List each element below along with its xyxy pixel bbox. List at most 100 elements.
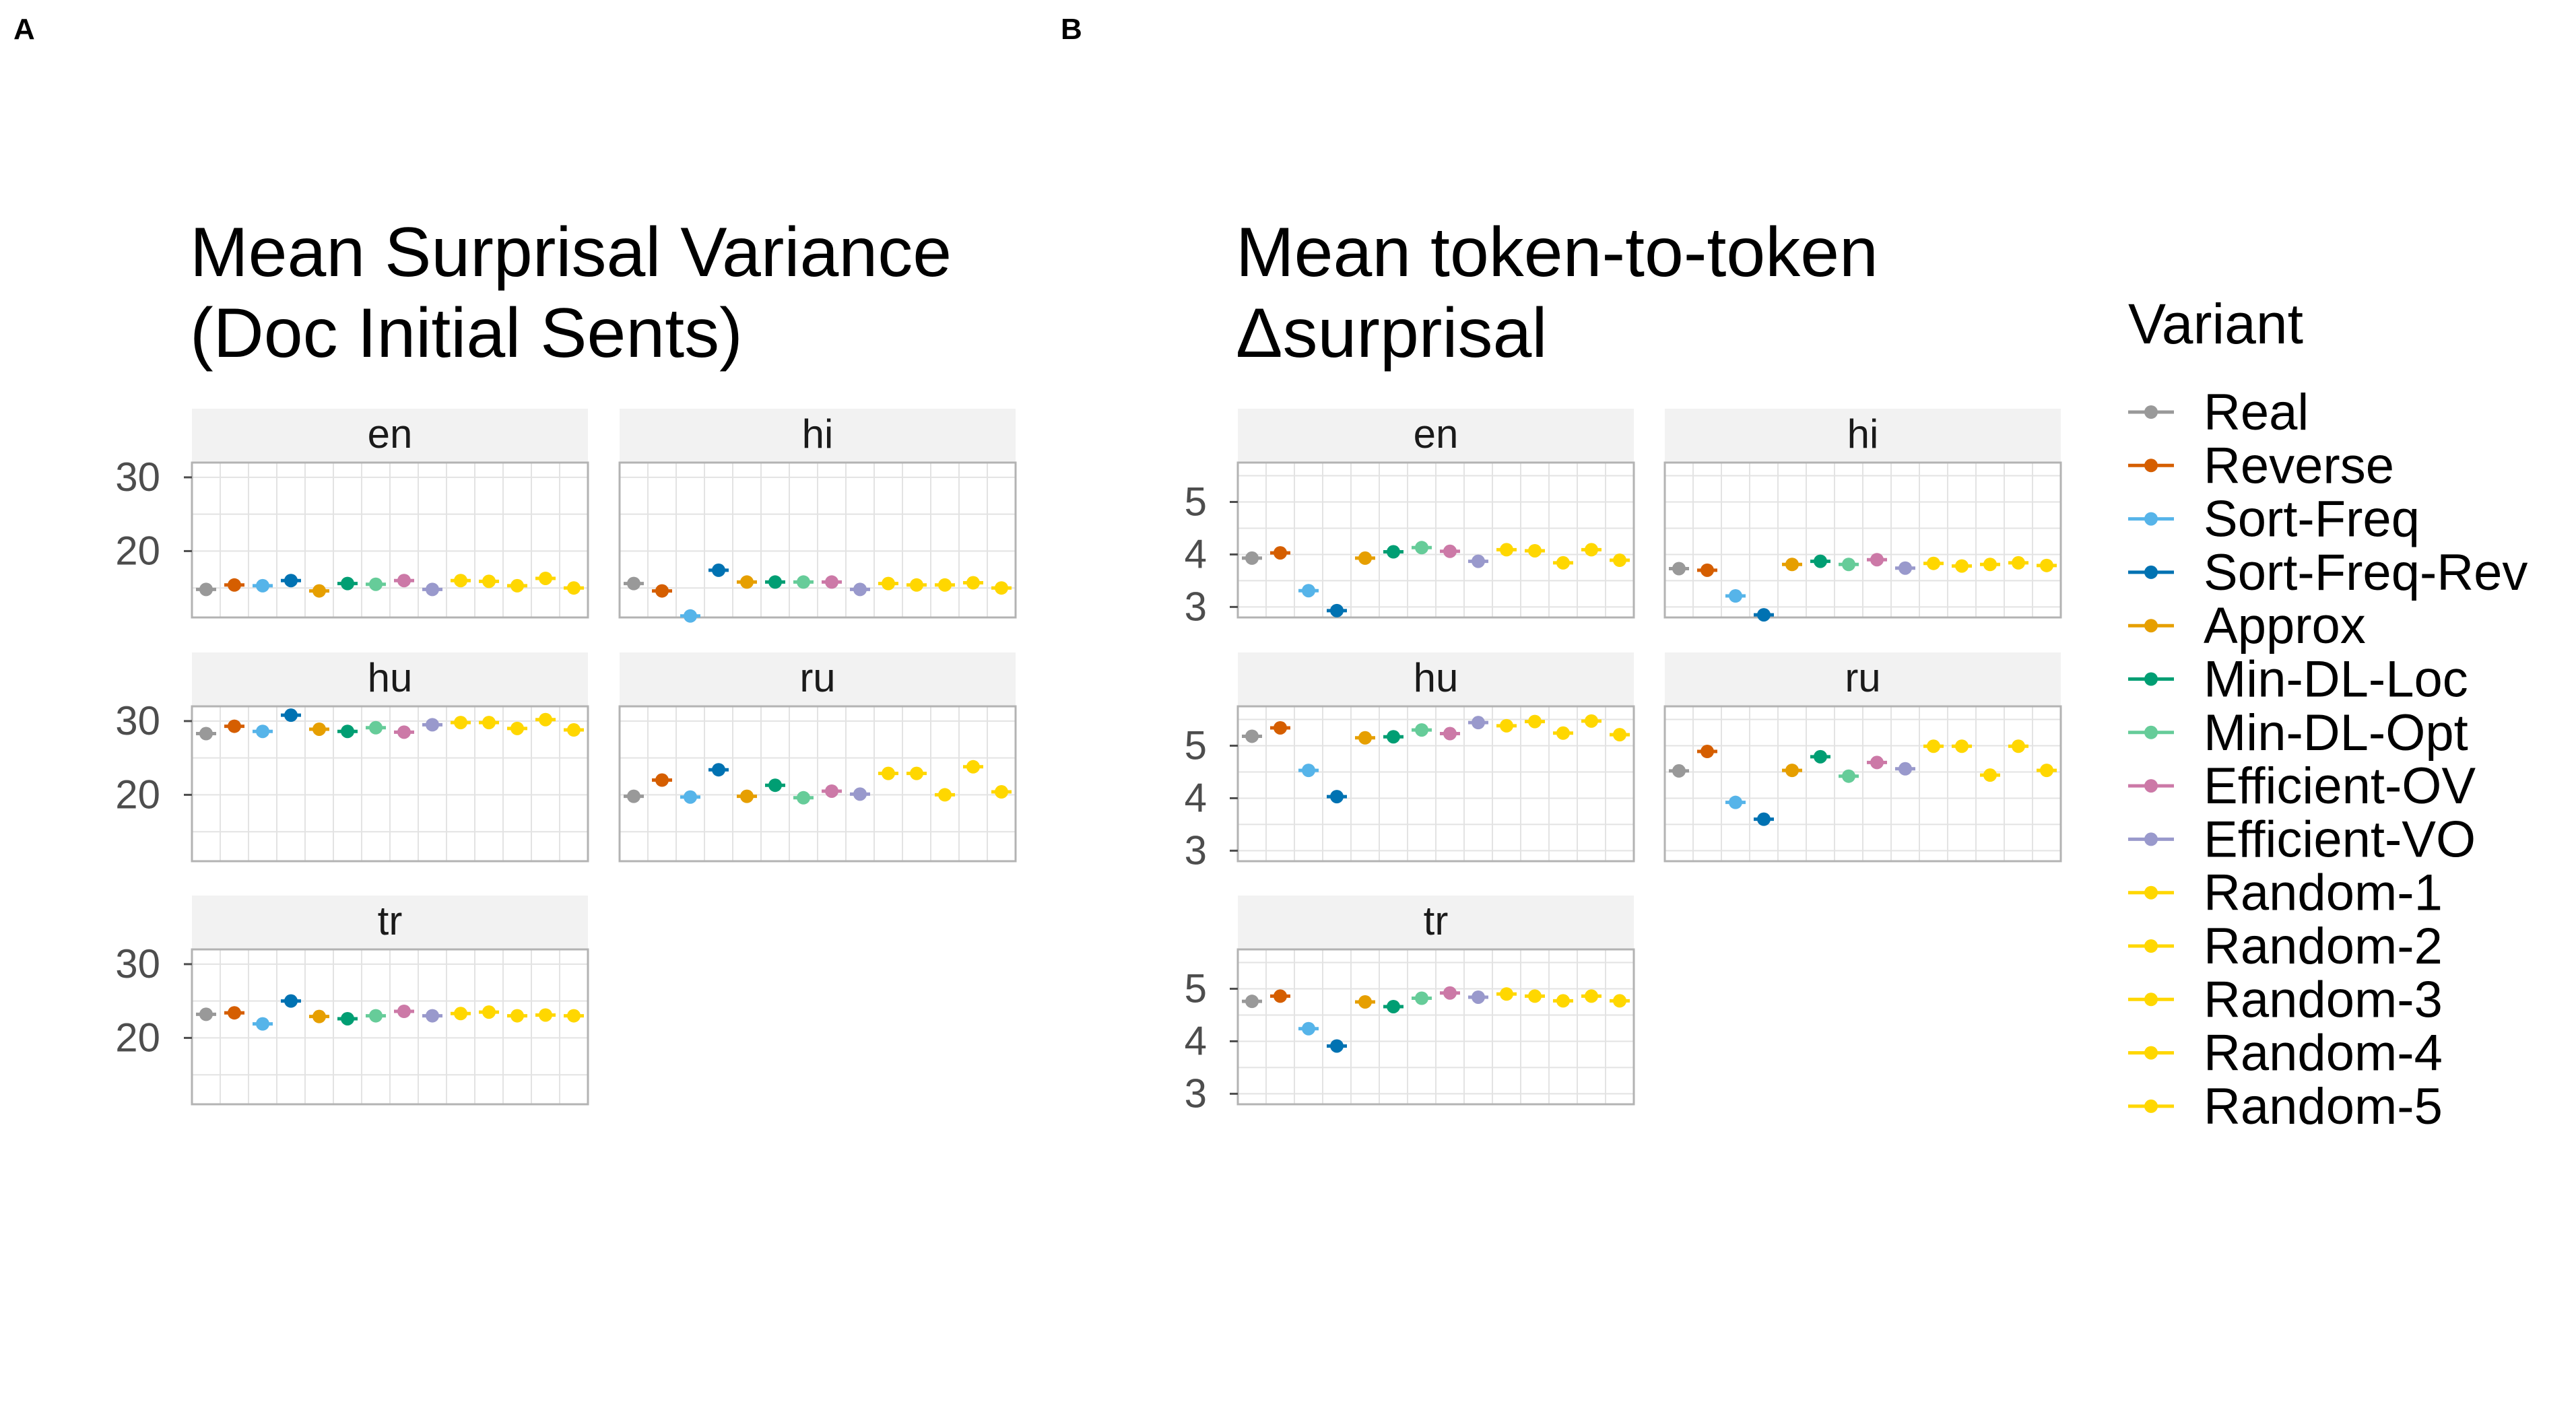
- data-point: [1785, 558, 1799, 572]
- data-point: [1358, 551, 1372, 565]
- panel-label-a: A: [13, 13, 35, 46]
- data-point: [228, 719, 241, 733]
- data-point: [1585, 714, 1598, 728]
- data-point: [510, 1009, 524, 1023]
- data-point: [910, 578, 923, 592]
- facet-strip-label: hu: [1414, 655, 1459, 700]
- legend-item-label: Random-5: [2204, 1078, 2443, 1135]
- data-point: [825, 575, 838, 589]
- data-point: [1672, 562, 1686, 576]
- data-point: [539, 1008, 552, 1022]
- legend-item: Sort-Freq: [2128, 491, 2420, 548]
- data-point: [256, 725, 269, 739]
- data-point: [284, 994, 298, 1008]
- legend-item: Random-4: [2128, 1025, 2443, 1082]
- data-point: [1927, 556, 1940, 570]
- data-point: [1556, 556, 1570, 570]
- facet-border: [1236, 948, 1635, 1106]
- legend-key-point: [2144, 1099, 2158, 1113]
- data-point: [2040, 764, 2053, 778]
- legend-item-label: Random-2: [2204, 918, 2443, 975]
- data-point: [938, 578, 952, 592]
- data-point: [482, 716, 496, 730]
- data-point: [1757, 608, 1771, 622]
- legend-key-point: [2144, 672, 2158, 686]
- chart-title-line: Δsurprisal: [1236, 294, 1547, 372]
- data-point: [655, 584, 669, 598]
- data-point: [1528, 543, 1542, 558]
- y-tick-label: 3: [1185, 584, 1207, 629]
- legend-key-point: [2144, 779, 2158, 793]
- data-point: [1898, 561, 1912, 575]
- data-point: [995, 785, 1008, 799]
- data-point: [539, 712, 552, 727]
- data-point: [1955, 559, 1969, 573]
- data-point: [1983, 558, 1997, 572]
- data-point: [1814, 554, 1827, 568]
- data-point: [627, 576, 640, 591]
- data-point: [712, 563, 725, 577]
- data-point: [966, 760, 980, 774]
- facet-hu: hu 20 30: [115, 652, 589, 863]
- legend-item: Sort-Freq-Rev: [2128, 544, 2528, 601]
- data-point: [712, 763, 725, 777]
- facet-ru: ru: [1663, 652, 2062, 863]
- data-point: [256, 1017, 269, 1031]
- y-tick-label: 5: [1185, 479, 1207, 524]
- data-point: [539, 571, 552, 585]
- data-point: [567, 1009, 581, 1023]
- data-point: [1898, 762, 1912, 776]
- data-point: [397, 1005, 411, 1018]
- data-point: [853, 787, 867, 801]
- facet-ru: ru: [618, 652, 1017, 863]
- chart-title-line: Mean Surprisal Variance: [190, 213, 952, 292]
- data-point: [1955, 739, 1969, 753]
- data-point: [426, 718, 439, 732]
- data-point: [482, 574, 496, 588]
- facet-border: [618, 461, 1017, 619]
- data-point: [510, 721, 524, 735]
- data-point: [1613, 728, 1626, 742]
- facet-tr: tr 3 4 5: [1185, 896, 1635, 1116]
- data-point: [567, 581, 581, 595]
- facet-strip-label: en: [1414, 411, 1459, 457]
- legend-item-label: Reverse: [2204, 437, 2394, 494]
- data-point: [1274, 546, 1287, 560]
- data-point: [426, 1009, 439, 1023]
- facet-strip-label: hu: [368, 655, 413, 700]
- facet-strip: [1665, 409, 2061, 463]
- legend-item: Random-5: [2128, 1078, 2443, 1135]
- y-tick-label: 30: [115, 941, 160, 986]
- y-tick-label: 3: [1185, 1071, 1207, 1116]
- facet-border: [191, 705, 589, 863]
- y-tick-label: 4: [1185, 531, 1207, 576]
- legend-key-point: [2144, 459, 2158, 473]
- data-point: [910, 766, 923, 780]
- data-point: [1700, 745, 1714, 759]
- data-point: [1274, 989, 1287, 1003]
- data-point: [1700, 563, 1714, 577]
- data-point: [2012, 556, 2025, 570]
- y-tick-label: 4: [1185, 775, 1207, 820]
- data-point: [1528, 714, 1542, 729]
- data-point: [1443, 986, 1457, 1000]
- data-point: [627, 789, 640, 803]
- data-point: [369, 720, 383, 735]
- data-point: [1245, 729, 1259, 743]
- data-point: [1842, 769, 1855, 783]
- facet-border: [1236, 461, 1635, 619]
- legend-item: Random-1: [2128, 865, 2443, 922]
- data-point: [482, 1005, 496, 1019]
- data-point: [882, 576, 895, 591]
- data-point: [1729, 589, 1742, 603]
- legend-key-point: [2144, 619, 2158, 633]
- data-point: [1387, 999, 1400, 1013]
- legend-item-label: Min-DL-Loc: [2204, 651, 2468, 708]
- data-point: [1330, 790, 1344, 804]
- data-point: [256, 578, 269, 593]
- data-point: [1500, 543, 1513, 557]
- facet-hi: hi: [618, 409, 1017, 623]
- data-point: [1585, 543, 1598, 557]
